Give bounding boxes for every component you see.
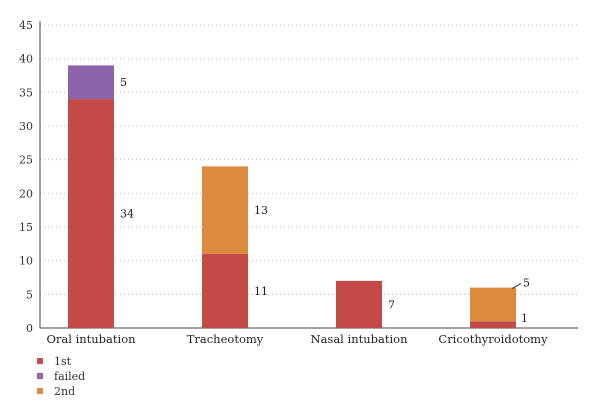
y-tick-label: 5 <box>26 288 33 301</box>
x-axis: Oral intubation Tracheotomy Nasal intubati… <box>40 327 578 346</box>
y-tick-label: 40 <box>19 53 33 66</box>
y-tick-label: 0 <box>26 322 33 335</box>
bar-2nd-cricothyroidotomy <box>470 287 516 322</box>
legend-label: failed <box>54 370 85 383</box>
category-label: Nasal intubation <box>311 332 409 346</box>
data-label: 7 <box>388 298 395 311</box>
legend-swatch <box>37 373 43 379</box>
data-label: 5 <box>523 277 530 290</box>
data-label: 11 <box>254 285 268 298</box>
category-label: Tracheotomy <box>187 332 264 346</box>
bars <box>68 65 516 328</box>
data-label: 1 <box>521 312 528 325</box>
bar-1st-oral-intubation <box>68 99 114 328</box>
data-labels: 34511137159 <box>120 76 530 325</box>
legend: 1st failed 2nd <box>37 355 85 398</box>
y-tick-label: 15 <box>19 221 33 234</box>
category-label: Oral intubation <box>46 332 136 346</box>
bar-1st-nasal-intubation <box>336 280 382 328</box>
y-tick-label: 10 <box>19 255 33 268</box>
bar-2nd-tracheotomy <box>202 166 248 254</box>
data-label: 34 <box>120 208 134 221</box>
y-tick-label: 25 <box>19 154 33 167</box>
y-tick-label: 45 <box>19 19 33 32</box>
data-label: 13 <box>254 204 268 217</box>
y-tick-label: 35 <box>19 86 33 99</box>
y-tick-label: 30 <box>19 120 33 133</box>
y-axis: 0 5 10 15 20 25 30 35 40 45 <box>19 19 41 335</box>
legend-swatch <box>37 388 43 394</box>
legend-label: 2nd <box>54 385 75 398</box>
bar-failed-oral-intubation <box>68 65 114 100</box>
bar-1st-cricothyroidotomy <box>470 321 516 328</box>
category-label: Cricothyroidotomy <box>438 332 548 346</box>
grid-lines <box>40 24 578 295</box>
legend-label: 1st <box>54 355 72 368</box>
y-tick-label: 20 <box>19 187 33 200</box>
legend-swatch <box>37 358 43 364</box>
label-leader-line <box>511 283 522 290</box>
data-label: 5 <box>120 76 127 89</box>
bar-1st-tracheotomy <box>202 253 248 328</box>
